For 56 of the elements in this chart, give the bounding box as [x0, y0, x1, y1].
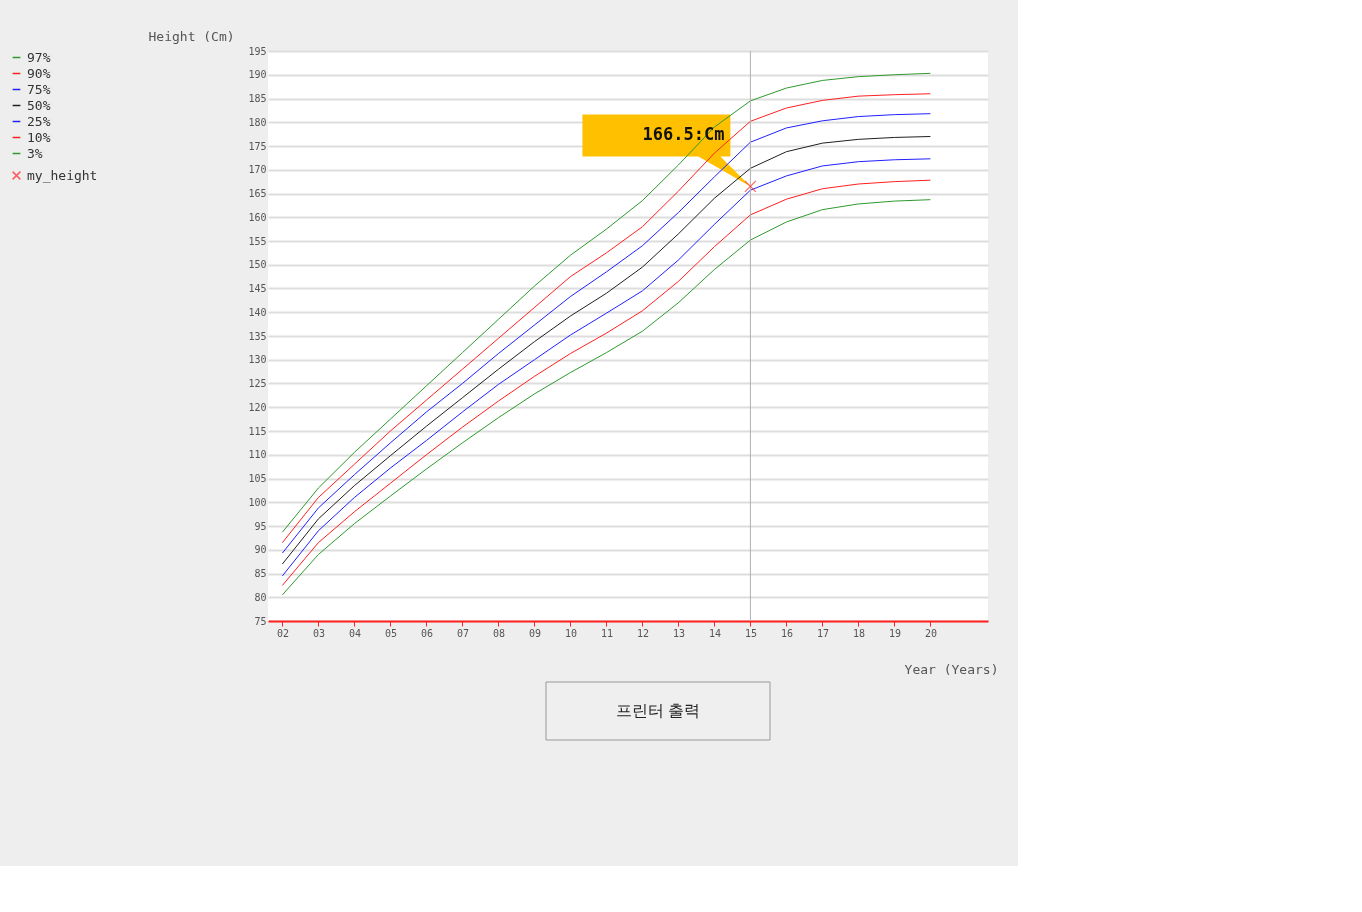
y-tick-label: 185 — [248, 93, 267, 104]
y-tick-label: 170 — [248, 164, 267, 176]
x-tick-label: 08 — [492, 627, 505, 639]
y-tick-label: 115 — [248, 425, 267, 437]
y-tick-label: 80 — [254, 591, 267, 603]
y-axis-title: Height (Cm) — [148, 28, 235, 44]
legend-label: 50% — [27, 97, 51, 113]
x-tick-label: 19 — [888, 627, 901, 639]
legend-label: 97% — [27, 49, 51, 65]
y-tick-label: 180 — [248, 116, 267, 128]
x-tick-label: 12 — [636, 627, 649, 639]
legend-label: 10% — [27, 129, 51, 145]
x-tick-label: 20 — [924, 627, 937, 639]
y-tick-label: 90 — [254, 544, 267, 556]
x-tick-label: 04 — [348, 627, 361, 639]
x-tick-label: 05 — [384, 627, 397, 639]
x-tick-label: 14 — [708, 627, 721, 639]
y-tick-label: 75 — [254, 615, 267, 627]
y-tick-label: 120 — [248, 401, 267, 413]
y-tick-label: 145 — [248, 283, 267, 294]
y-tick-label: 100 — [248, 496, 267, 508]
x-tick-label: 09 — [528, 627, 541, 639]
y-tick-label: 175 — [248, 140, 267, 152]
x-tick-label: 03 — [312, 627, 325, 639]
x-tick-label: 02 — [276, 627, 289, 639]
y-tick-label: 140 — [248, 306, 267, 318]
legend-label: 25% — [27, 113, 51, 129]
y-tick-label: 195 — [248, 45, 267, 57]
x-tick-label: 13 — [672, 627, 685, 639]
y-tick-label: 110 — [248, 449, 267, 461]
y-tick-label: 125 — [248, 378, 267, 389]
y-tick-label: 150 — [248, 259, 267, 271]
x-tick-label: 18 — [852, 627, 865, 639]
x-tick-label: 16 — [780, 627, 793, 639]
y-tick-label: 165 — [248, 188, 267, 199]
y-tick-label: 95 — [254, 520, 267, 532]
x-tick-label: 17 — [816, 627, 829, 639]
x-tick-label: 15 — [744, 627, 757, 639]
legend-label: 75% — [27, 81, 51, 97]
x-axis-title: Year (Years) — [904, 661, 999, 677]
y-tick-label: 85 — [254, 568, 267, 579]
y-tick-label: 155 — [248, 235, 267, 247]
legend-label: 90% — [27, 65, 51, 81]
y-tick-label: 105 — [248, 473, 267, 484]
legend-label: my_height — [27, 167, 98, 183]
x-tick-label: 11 — [600, 627, 613, 639]
y-tick-label: 160 — [248, 211, 267, 223]
x-tick-label: 10 — [564, 627, 577, 639]
text: 프린터 출력 — [615, 702, 701, 719]
x-tick-label: 06 — [420, 627, 433, 639]
x-tick-label: 07 — [456, 627, 469, 639]
y-tick-label: 135 — [248, 330, 267, 342]
legend-label: 3% — [27, 145, 43, 161]
y-tick-label: 130 — [248, 354, 267, 366]
y-tick-label: 190 — [248, 69, 267, 81]
annotation: 166.5:Cm — [642, 124, 725, 145]
